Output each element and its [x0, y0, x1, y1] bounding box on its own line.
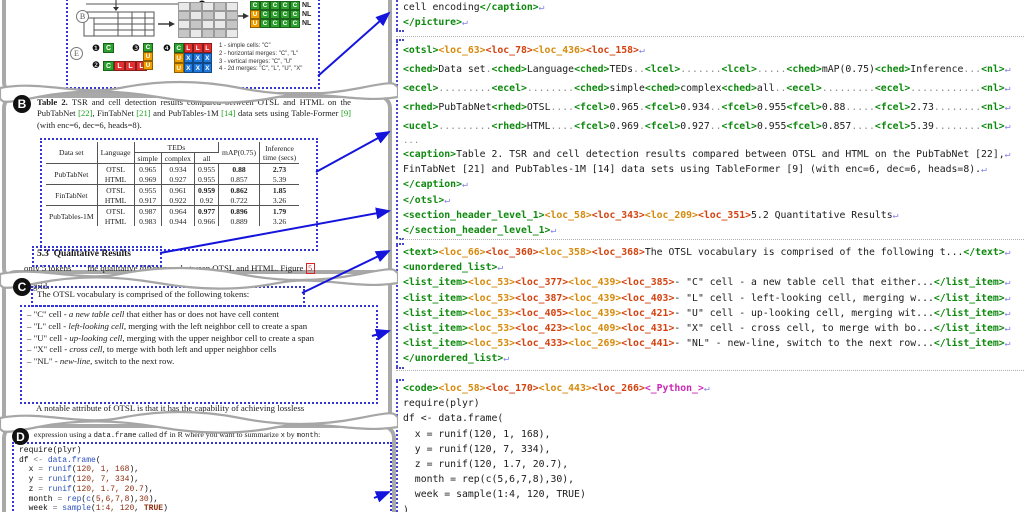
code-line: z = runif(120, 1.7, 20.7),	[19, 484, 154, 494]
code-line: y = runif(120, 7, 334),	[19, 475, 140, 485]
markup-line: <unordered_list>↵	[403, 262, 504, 274]
block-separator	[396, 370, 1024, 371]
markup-line: <list_item><loc_53><loc_377><loc_439><lo…	[403, 277, 1011, 289]
code-line: month = rep(c(5,6,7,8),30),	[19, 494, 159, 504]
list-item: – "U" cell - up-looking cell, merging wi…	[27, 332, 314, 343]
example-1-cells: C	[103, 43, 114, 53]
col-language: Language	[97, 142, 135, 164]
markup-line: </caption>↵	[403, 179, 468, 191]
markup-line: <otsl><loc_63><loc_78><loc_436><loc_158>…	[403, 45, 645, 56]
markup-line: <list_item><loc_53><loc_423><loc_409><lo…	[403, 323, 1011, 335]
col-dataset: Data set	[46, 142, 98, 164]
vocab-line: The OTSL vocabulary is comprised of the …	[37, 289, 250, 299]
panel-c-label: C	[13, 278, 31, 296]
markup-line: month = rep(c(5,6,7,8),30),	[403, 474, 575, 486]
example-4-marker: ❹	[163, 44, 172, 54]
list-item: – "C" cell - a new table cell that eithe…	[27, 309, 279, 319]
r-code-dotted-box	[12, 442, 392, 512]
markup-line: <ecel>.........<ecel>........<ched>simpl…	[403, 83, 1011, 94]
pixel-grid	[178, 2, 238, 38]
panel-b-label: B	[13, 95, 31, 113]
d-intro-line: expression using a data.frame called df …	[34, 430, 321, 440]
markup-line: week = sample(1:4, 120, TRUE)	[403, 489, 586, 501]
markup-line: <list_item><loc_53><loc_387><loc_439><lo…	[403, 292, 1011, 304]
markup-line: <ched>Data set.<ched>Language<ched>TEDs.…	[403, 64, 1011, 75]
list-item: – "NL" - new-line, switch to the next ro…	[27, 356, 175, 367]
otsl-legend: 1 - simple cells: "C" 2 - horizontal mer…	[219, 43, 302, 74]
markup-line: )	[403, 504, 409, 512]
col-all: all	[194, 152, 219, 164]
col-inference: Inference time (secs)	[263, 143, 297, 162]
list-item: – "X" cell - cross cell, to merge with b…	[27, 344, 277, 355]
table2: Data set Language TEDs mAP(0.75) Inferen…	[46, 142, 300, 226]
diagram-label-e: E	[70, 47, 83, 60]
table-row: PubTables-1M OTSL 0.987 0.964 0.977 0.896 …	[46, 205, 300, 226]
markup-line: <list_item><loc_53><loc_433><loc_269><lo…	[403, 338, 1011, 350]
token-list-dotted-box	[20, 305, 378, 404]
otsl-cell-grid: C C C C C NL U C C C C NL U C C C C NL	[250, 1, 311, 28]
col-map: mAP(0.75)	[218, 142, 261, 164]
markup-line: <code><loc_58><loc_170><loc_443><loc_266…	[403, 383, 710, 394]
panel-d-label: D	[12, 428, 29, 445]
markup-line: <ucel>.........<rhed>HTML....<fcel>0.969…	[403, 121, 1011, 132]
col-simple: simple	[134, 152, 162, 164]
example-3-marker: ❸	[132, 44, 141, 54]
diagram-label-b: B	[76, 10, 89, 23]
code-line: require(plyr)	[19, 446, 82, 455]
markup-line: <text><loc_66><loc_360><loc_358><loc_368…	[403, 247, 1011, 258]
list-item: – "L" cell - left-looking cell, merging …	[27, 320, 308, 331]
markup-line: FinTabNet [21] and PubTables-1M [14] dat…	[403, 164, 987, 176]
markup-line: </picture>↵	[403, 17, 468, 29]
markup-line: require(plyr)	[403, 398, 480, 410]
code-line: week = sample(1:4, 120, TRUE)	[19, 504, 168, 512]
table2-caption: Table 2. TSR and cell detection results …	[37, 97, 351, 130]
page-fragment-d	[2, 424, 396, 512]
markup-line: <caption>Table 2. TSR and cell detection…	[403, 149, 1011, 160]
legend-line-1: 1 - simple cells: "C"	[219, 43, 271, 49]
markup-line: y = runif(120, 7, 334),	[403, 443, 551, 455]
r-code: require(plyr) df <- data.frame( x = runi…	[19, 446, 168, 512]
col-complex: complex	[161, 152, 195, 164]
markup-block-picture-end: cell encoding</caption>↵ </picture>↵	[396, 0, 1024, 33]
code-line: x = runif(120, 1, 168),	[19, 465, 140, 475]
section-53-heading: 5.3 Qualitative Results	[37, 249, 131, 259]
heading-53-box	[32, 246, 162, 267]
markup-line: <list_item><loc_53><loc_405><loc_439><lo…	[403, 307, 1011, 319]
markup-block-code: <code><loc_58><loc_170><loc_443><loc_266…	[396, 379, 1024, 512]
markup-line: z = runif(120, 1.7, 20.7),	[403, 459, 569, 471]
table-row: HTML 0.917 0.922 0.92 0.722 3.26	[46, 195, 299, 206]
block-separator	[396, 36, 1024, 37]
markup-block-text-list: <text><loc_66><loc_360><loc_358><loc_368…	[396, 243, 1024, 369]
markup-line: <section_header_level_1><loc_58><loc_343…	[403, 209, 899, 221]
col-teds: TEDs	[134, 142, 220, 153]
markup-line: </section_header_level_1>↵	[403, 225, 557, 237]
markup-line: <rhed>PubTabNet<rhed>OTSL....<fcel>0.965…	[403, 102, 1011, 113]
legend-line-4: 4 - 2d merges: "C", "L", "U", "X"	[219, 66, 303, 73]
code-line: df <- data.frame(	[19, 455, 101, 465]
table-row: PubTabNet OTSL 0.965 0.934 0.955 0.88 2.73	[46, 163, 300, 185]
markup-block-otsl: <otsl><loc_63><loc_78><loc_436><loc_158>…	[396, 38, 1024, 241]
markup-line: x = runif(120, 1, 168),	[403, 428, 551, 440]
markup-line: </unordered_list>↵	[403, 353, 510, 365]
example-2-marker: ❷	[92, 61, 101, 71]
token-list: – "C" cell - a new table cell that eithe…	[27, 309, 367, 368]
legend-line-3: 3 - vertical merges: "C", "U"	[219, 58, 293, 65]
ellipsis-line: ...	[403, 136, 420, 146]
block-separator	[396, 239, 1024, 240]
table-row: HTML 0.969 0.927 0.955 0.857 5.39	[46, 174, 299, 185]
example-1-marker: ❶	[92, 44, 101, 54]
markup-line: df <- data.frame(	[403, 413, 504, 425]
table-row: FinTabNet OTSL 0.955 0.961 0.959 0.862 1.8…	[46, 184, 300, 206]
page-fragment-c	[2, 270, 392, 434]
markup-line: </otsl>↵	[403, 194, 451, 206]
markup-line: cell encoding</caption>↵	[403, 2, 545, 13]
table-sketch-drawing	[83, 0, 249, 37]
legend-line-2: 2 - horizontal merges: "C", "L"	[219, 50, 299, 57]
closing-line: A notable attribute of OTSL is that it h…	[36, 403, 305, 413]
